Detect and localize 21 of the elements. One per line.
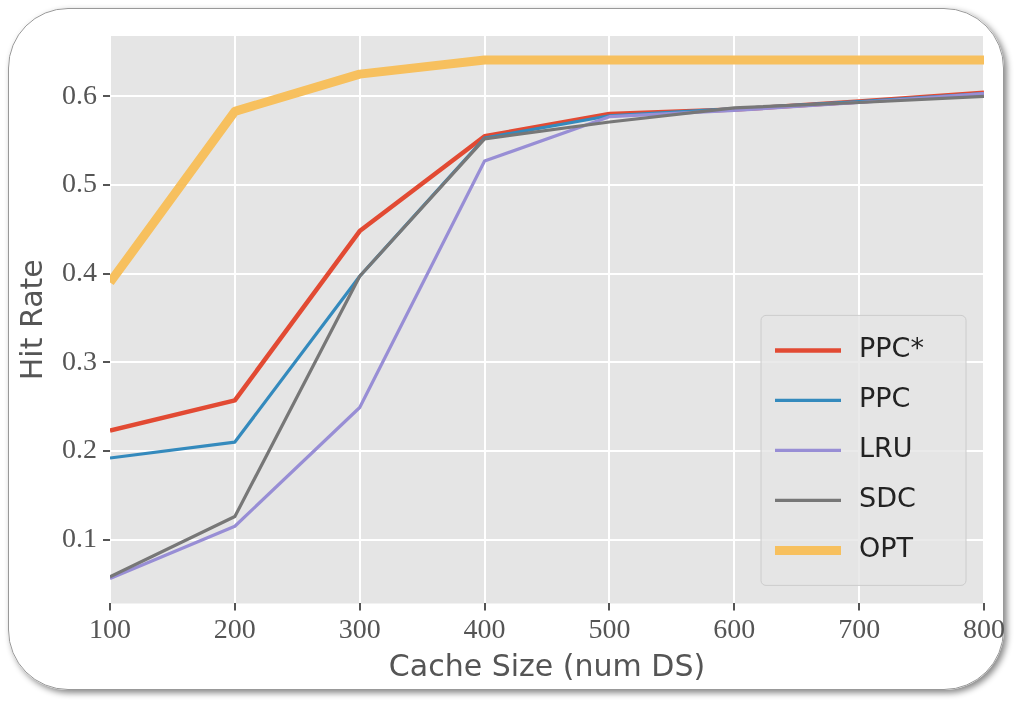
y-tick-label: 0.6 xyxy=(62,78,97,110)
x-tick-label: 700 xyxy=(838,612,881,644)
x-tick-label: 300 xyxy=(338,612,381,644)
x-tick-label: 200 xyxy=(213,612,256,644)
y-axis-title: Hit Rate xyxy=(13,259,49,381)
x-tick-label: 100 xyxy=(89,612,131,644)
x-axis-title: Cache Size (num DS) xyxy=(388,647,706,683)
x-tick-label: 800 xyxy=(963,612,1005,644)
legend-label: PPC xyxy=(859,382,911,414)
x-tick-label: 400 xyxy=(463,612,506,644)
y-tick-label: 0.3 xyxy=(62,344,97,376)
legend-label: SDC xyxy=(859,482,916,514)
legend-label: LRU xyxy=(859,432,913,464)
x-tick-label: 600 xyxy=(713,612,756,644)
y-tick-label: 0.1 xyxy=(62,521,97,553)
x-tick-label: 500 xyxy=(588,612,631,644)
y-tick-label: 0.4 xyxy=(62,255,97,287)
legend-label: OPT xyxy=(859,532,914,564)
legend-label: PPC* xyxy=(859,332,924,364)
y-tick-label: 0.5 xyxy=(62,167,97,199)
y-tick-label: 0.2 xyxy=(62,433,97,465)
